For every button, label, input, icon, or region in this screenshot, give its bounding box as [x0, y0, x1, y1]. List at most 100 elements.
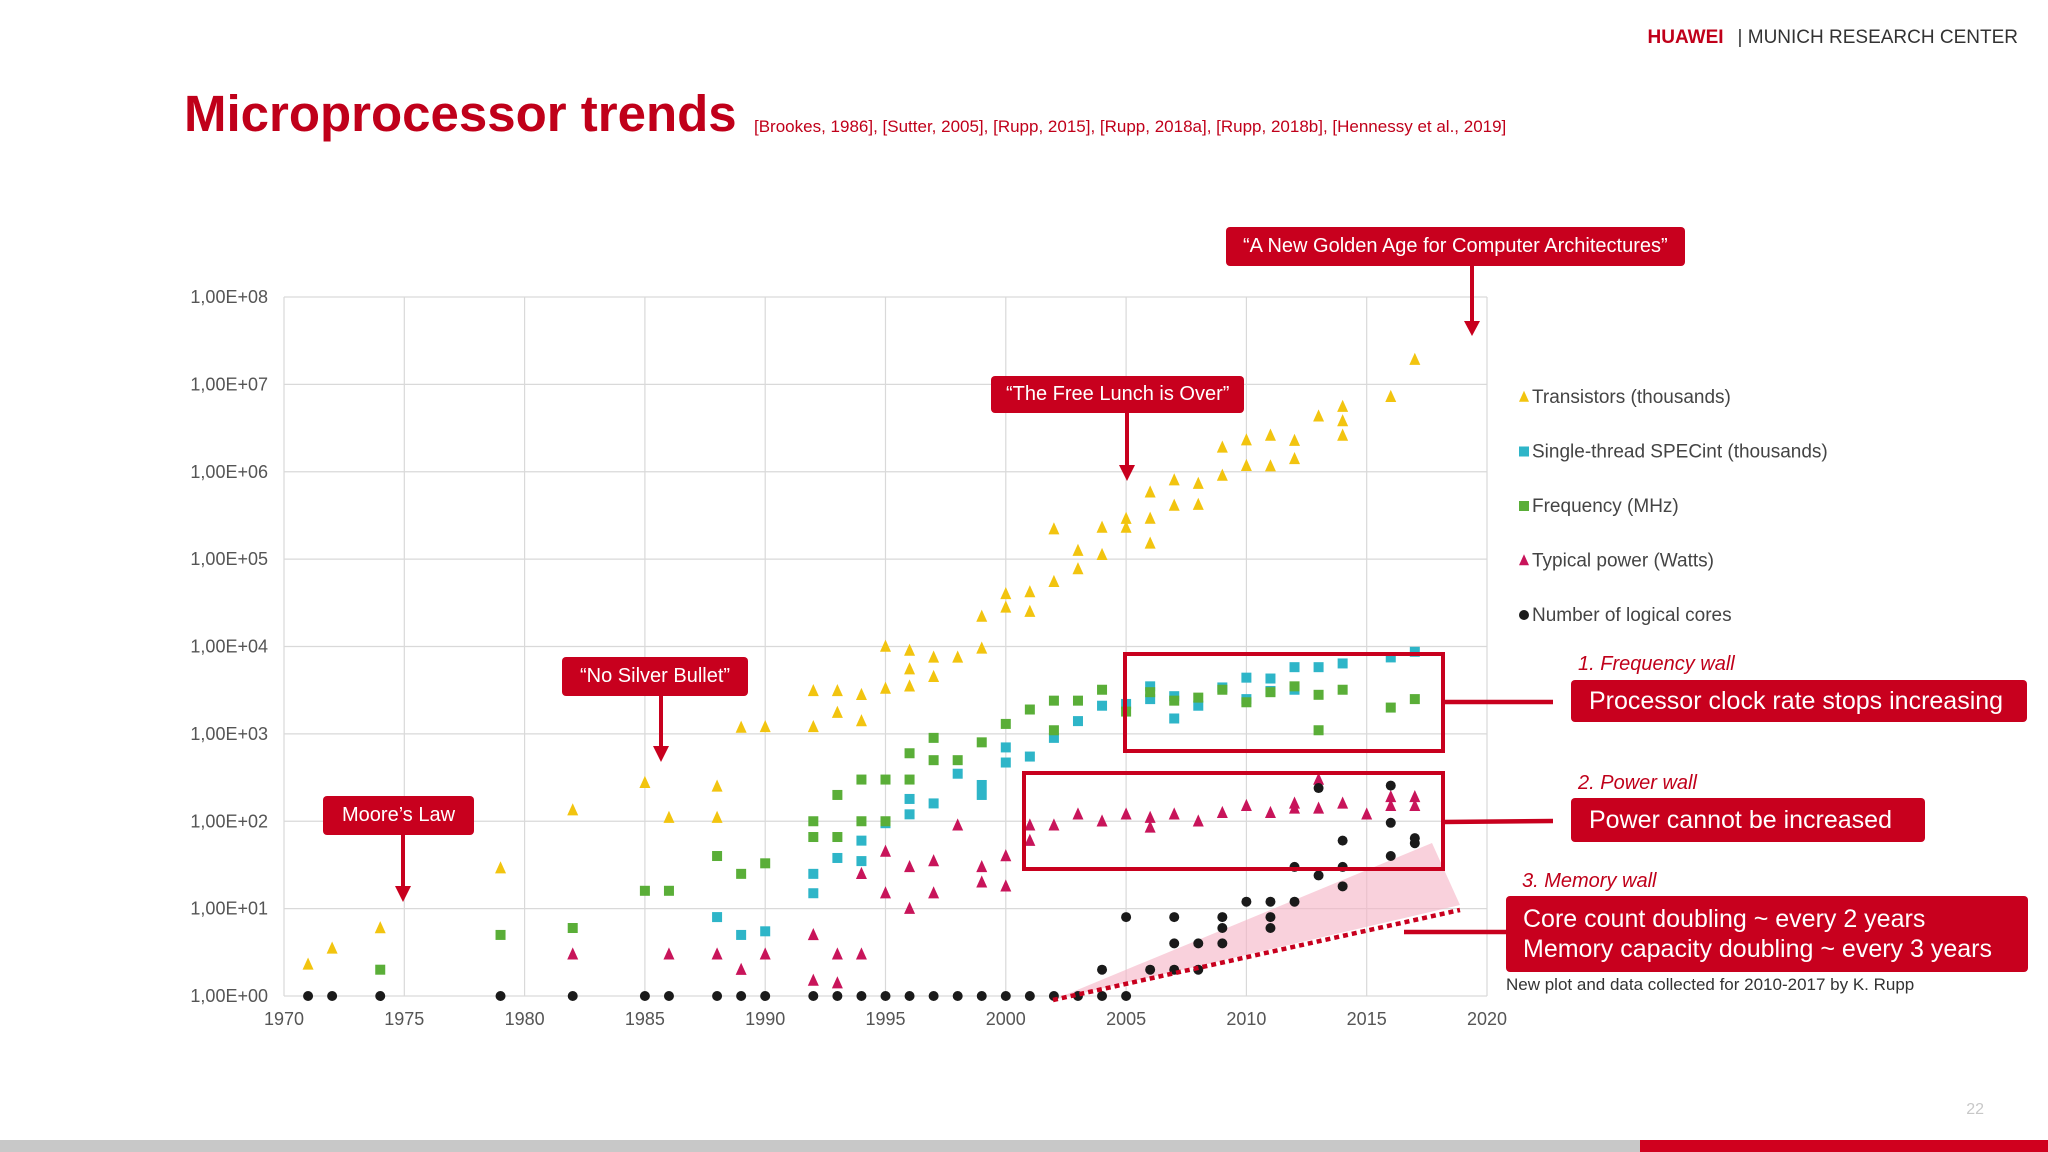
data-point	[1121, 991, 1132, 1001]
data-point	[1289, 662, 1300, 673]
data-point	[1000, 742, 1011, 753]
data-point	[880, 774, 891, 785]
y-tick-label: 1,00E+03	[190, 724, 268, 744]
series-4	[303, 780, 1420, 1001]
y-tick-labels: 1,00E+00 1,00E+01 1,00E+02 1,00E+03 1,00E+04…	[190, 287, 268, 1006]
data-point	[663, 885, 674, 896]
chart-legend: Transistors (thousands) Single-thread SPE…	[1519, 387, 1828, 626]
data-source-note: New plot and data collected for 2010-201…	[1506, 975, 1915, 994]
data-point	[976, 789, 987, 800]
y-tick-label: 1,00E+02	[190, 811, 268, 831]
data-point	[1385, 780, 1396, 791]
data-points	[302, 352, 1421, 1001]
memory-wall-callout: Core count doubling ~ every 2 years Memor…	[1506, 896, 2028, 972]
data-point	[1265, 687, 1276, 698]
data-point	[1169, 912, 1180, 923]
data-point	[1000, 718, 1011, 729]
data-point	[1337, 796, 1349, 809]
y-tick-label: 1,00E+08	[190, 287, 268, 307]
x-tick-labels: 1970 1975 1980 1985 1990 1995 2000 2005 2010 2015…	[264, 1009, 1507, 1029]
data-point	[1217, 684, 1228, 695]
data-point	[1385, 789, 1397, 803]
data-point	[1265, 912, 1276, 923]
memory-wall-label: 3. Memory wall	[1522, 870, 1657, 892]
research-center-name: | MUNICH RESEARCH CENTER	[1737, 27, 2018, 48]
data-point	[1241, 896, 1252, 907]
data-point	[1289, 681, 1300, 692]
data-point	[1337, 428, 1349, 441]
data-point	[1000, 757, 1011, 768]
data-point	[808, 816, 819, 827]
data-point	[1385, 652, 1396, 663]
data-point	[904, 860, 916, 873]
data-point	[1072, 543, 1084, 556]
legend-label: Transistors (thousands)	[1532, 387, 1731, 408]
data-point	[1409, 838, 1420, 849]
data-point	[831, 947, 843, 960]
data-point	[1409, 694, 1420, 705]
x-tick-label: 2005	[1106, 1009, 1146, 1029]
legend-label: Typical power (Watts)	[1532, 551, 1714, 572]
frequency-wall-label: 1. Frequency wall	[1578, 653, 1735, 675]
golden-age-arrow	[1464, 263, 1480, 336]
data-point	[1144, 511, 1156, 524]
data-point	[1024, 704, 1035, 715]
data-point	[1192, 476, 1204, 489]
data-point	[1096, 814, 1108, 827]
data-point	[928, 854, 940, 867]
data-point	[904, 679, 916, 692]
data-point	[976, 641, 988, 654]
data-point	[1097, 991, 1108, 1001]
data-point	[808, 991, 819, 1001]
data-point	[1217, 938, 1228, 949]
data-point	[808, 888, 819, 899]
x-tick-label: 1990	[745, 1009, 785, 1029]
data-point	[976, 609, 988, 622]
data-point	[1097, 964, 1108, 975]
data-point	[880, 844, 891, 857]
data-point	[1217, 912, 1228, 923]
data-point	[1289, 433, 1301, 446]
power-wall-label: 2. Power wall	[1578, 772, 1697, 794]
data-point	[904, 809, 915, 820]
data-point	[711, 779, 723, 792]
data-point	[1096, 520, 1108, 533]
data-point	[1337, 835, 1348, 846]
frequency-wall-callout: Processor clock rate stops increasing	[1571, 680, 2027, 722]
series-0	[302, 352, 1421, 970]
data-point	[976, 991, 987, 1001]
data-point	[495, 991, 506, 1001]
golden-age-callout: “A New Golden Age for Computer Architect…	[1226, 227, 1685, 266]
silver-bullet-callout: “No Silver Bullet”	[562, 657, 749, 696]
references: [Brookes, 1986], [Sutter, 2005], [Rupp, …	[754, 117, 1507, 136]
data-point	[808, 832, 819, 843]
data-point	[374, 921, 386, 934]
data-point	[1024, 751, 1035, 762]
data-point	[1121, 912, 1132, 923]
data-point	[928, 798, 939, 809]
bottom-bar-accent	[1640, 1140, 2048, 1152]
data-point	[1361, 807, 1373, 820]
x-tick-label: 1970	[264, 1009, 304, 1029]
data-point	[1000, 586, 1012, 600]
data-point	[976, 779, 987, 790]
data-point	[1409, 646, 1420, 657]
data-point	[1216, 468, 1228, 481]
data-point	[1000, 991, 1011, 1001]
data-point	[760, 991, 771, 1001]
data-point	[1385, 851, 1396, 862]
data-point	[807, 927, 819, 941]
data-point	[1217, 923, 1228, 934]
y-tick-label: 1,00E+07	[190, 374, 268, 394]
brand-name: HUAWEI	[1647, 27, 1724, 48]
data-point	[1072, 716, 1083, 727]
data-point	[880, 991, 891, 1001]
data-point	[1144, 810, 1156, 823]
data-point	[567, 947, 579, 960]
data-point	[928, 755, 939, 766]
data-point	[639, 885, 650, 896]
data-point	[952, 991, 963, 1001]
data-point	[1313, 772, 1325, 785]
data-point	[760, 858, 771, 869]
